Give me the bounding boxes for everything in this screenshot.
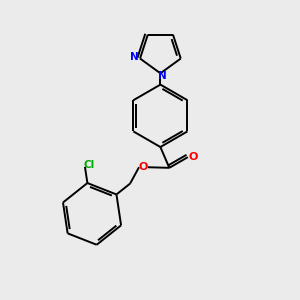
Text: N: N <box>158 71 166 81</box>
Text: O: O <box>138 162 148 172</box>
Text: O: O <box>188 152 198 161</box>
Text: Cl: Cl <box>84 160 95 170</box>
Text: N: N <box>130 52 139 62</box>
